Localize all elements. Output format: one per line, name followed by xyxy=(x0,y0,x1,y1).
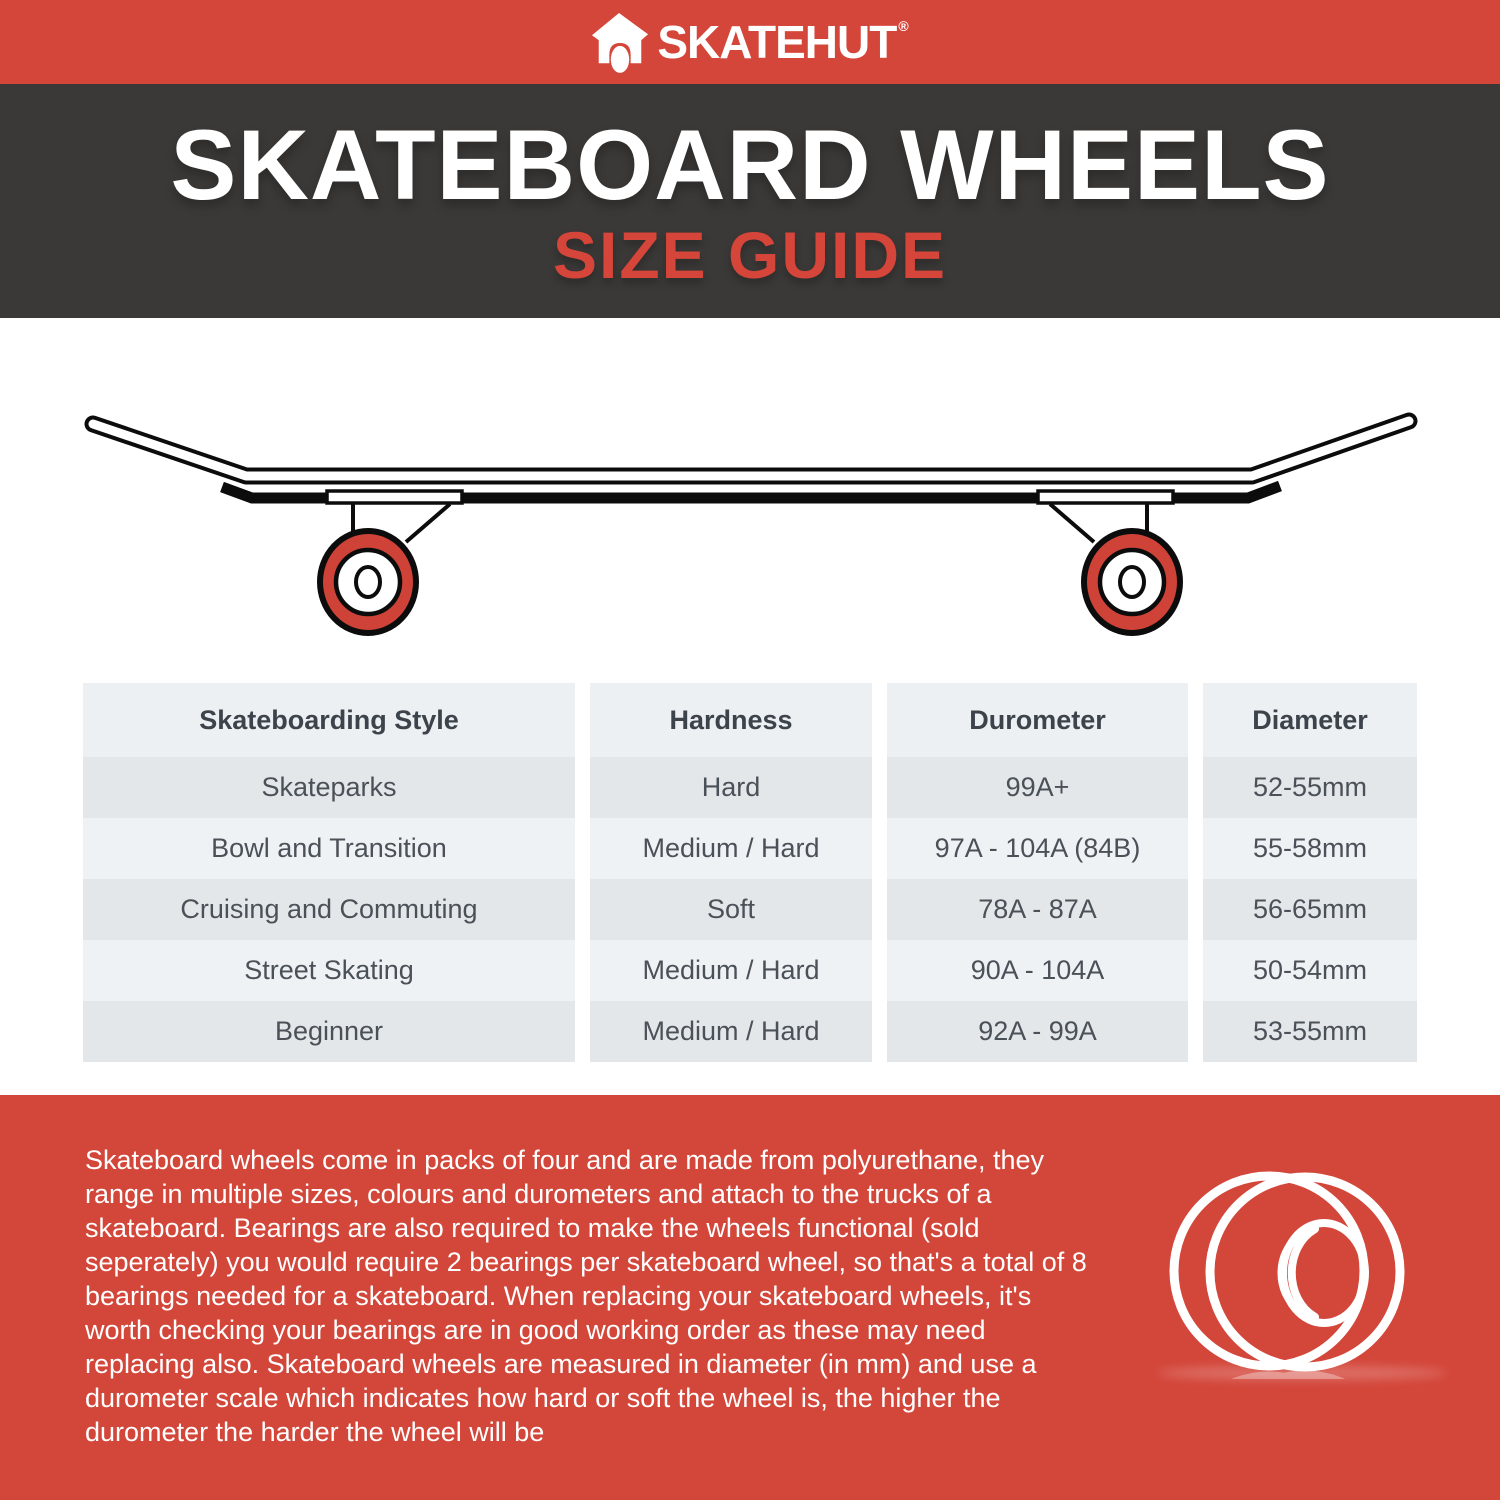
table-cell: 55-58mm xyxy=(1203,818,1417,879)
table-cell: Hard xyxy=(590,757,872,818)
table-cell: 78A - 87A xyxy=(887,879,1188,940)
left-wheel-icon xyxy=(317,528,419,636)
column-header: Diameter xyxy=(1203,683,1417,757)
table-cell: 99A+ xyxy=(887,757,1188,818)
table-cell: Soft xyxy=(590,879,872,940)
top-brand-bar: SKATEHUT ® xyxy=(0,0,1500,84)
table-column-hardness: Hardness Hard Medium / Hard Soft Medium … xyxy=(590,683,872,1062)
right-wheel-icon xyxy=(1081,528,1183,636)
table-cell: Beginner xyxy=(83,1001,575,1062)
table-cell: 90A - 104A xyxy=(887,940,1188,1001)
page-subtitle: SIZE GUIDE xyxy=(552,217,948,292)
table-cell: Medium / Hard xyxy=(590,818,872,879)
column-header: Skateboarding Style xyxy=(83,683,575,757)
table-cell: 56-65mm xyxy=(1203,879,1417,940)
table-cell: Street Skating xyxy=(83,940,575,1001)
table-cell: 53-55mm xyxy=(1203,1001,1417,1062)
table-cell: Skateparks xyxy=(83,757,575,818)
table-cell: 52-55mm xyxy=(1203,757,1417,818)
description-paragraph: Skateboard wheels come in packs of four … xyxy=(85,1145,1087,1447)
table-column-style: Skateboarding Style Skateparks Bowl and … xyxy=(83,683,575,1062)
wheel-illustration xyxy=(1157,1133,1447,1493)
footer-section: Skateboard wheels come in packs of four … xyxy=(0,1095,1500,1500)
column-header: Hardness xyxy=(590,683,872,757)
title-banner: SKATEBOARD WHEELS SIZE GUIDE xyxy=(0,84,1500,318)
registered-mark: ® xyxy=(898,18,909,34)
table-cell: Cruising and Commuting xyxy=(83,879,575,940)
table-column-diameter: Diameter 52-55mm 55-58mm 56-65mm 50-54mm… xyxy=(1203,683,1417,1062)
page-title: SKATEBOARD WHEELS xyxy=(170,108,1330,220)
skatehut-hut-icon xyxy=(592,13,649,73)
table-cell: Bowl and Transition xyxy=(83,818,575,879)
table-cell: Medium / Hard xyxy=(590,1001,872,1062)
table-cell: 97A - 104A (84B) xyxy=(887,818,1188,879)
size-guide-table: Skateboarding Style Skateparks Bowl and … xyxy=(83,683,1417,1062)
brand-name: SKATEHUT xyxy=(657,16,897,68)
column-header: Durometer xyxy=(887,683,1188,757)
table-cell: Medium / Hard xyxy=(590,940,872,1001)
table-cell: 92A - 99A xyxy=(887,1001,1188,1062)
table-column-durometer: Durometer 99A+ 97A - 104A (84B) 78A - 87… xyxy=(887,683,1188,1062)
skateboard-illustration xyxy=(84,412,1418,636)
skatehut-logo: SKATEHUT ® xyxy=(591,11,909,73)
table-cell: 50-54mm xyxy=(1203,940,1417,1001)
